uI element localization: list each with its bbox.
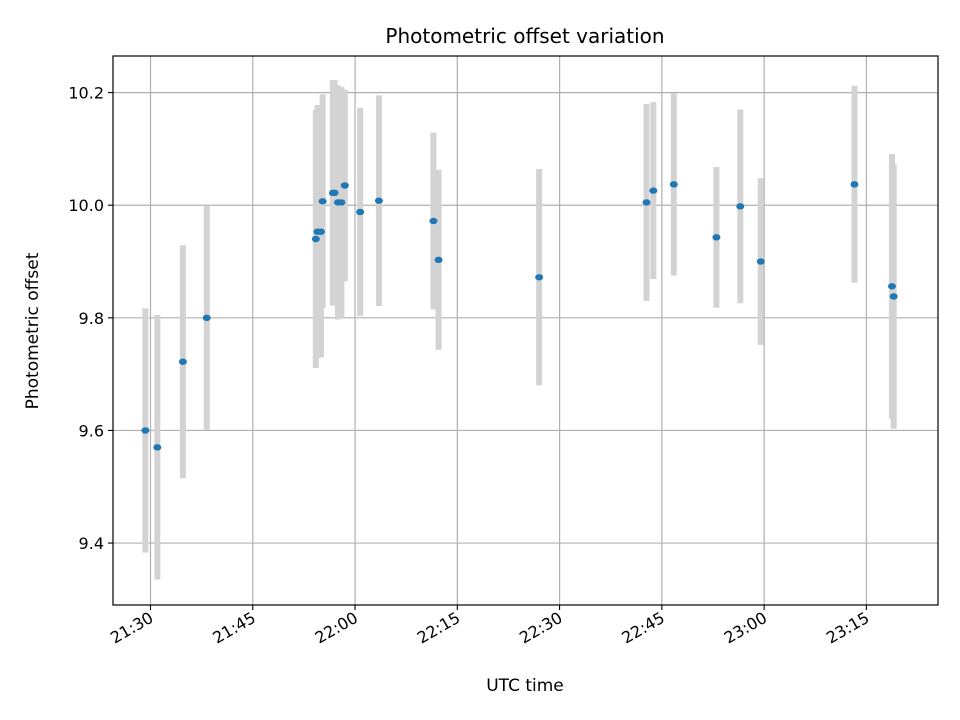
y-tick-label: 10.2 — [68, 84, 104, 103]
y-tick-label: 10.0 — [68, 196, 104, 215]
y-axis: 9.4 9.6 9.8 10.0 10.2 — [68, 84, 113, 553]
data-point — [316, 228, 325, 235]
data-point — [153, 444, 162, 451]
data-point — [311, 235, 320, 243]
grid — [113, 56, 938, 605]
y-axis-label: Photometric offset — [23, 252, 43, 409]
data-point — [669, 181, 678, 188]
data-point — [429, 217, 438, 225]
data-point — [318, 198, 327, 205]
data-point — [535, 274, 544, 281]
data-point — [178, 358, 187, 365]
plot-frame — [112, 55, 939, 606]
x-axis-label: UTC time — [486, 676, 564, 696]
data-point — [850, 181, 859, 188]
data-point — [202, 314, 211, 322]
data-point — [337, 199, 346, 206]
data-point — [889, 293, 898, 300]
data-point — [756, 258, 765, 265]
y-tick-label: 9.4 — [79, 534, 104, 553]
data-point — [649, 187, 658, 194]
y-tick-label: 9.8 — [79, 309, 104, 328]
data-point — [374, 197, 383, 204]
data-point — [712, 234, 721, 241]
y-tick-label: 9.6 — [79, 421, 104, 440]
data-point — [887, 283, 896, 290]
data-points — [141, 181, 898, 451]
data-point — [340, 182, 349, 189]
data-point — [642, 199, 651, 206]
data-point — [356, 208, 365, 216]
data-point — [330, 189, 339, 197]
data-point — [434, 256, 443, 264]
data-point — [736, 203, 745, 210]
chart-title: Photometric offset variation — [385, 24, 664, 48]
data-point — [141, 427, 150, 434]
